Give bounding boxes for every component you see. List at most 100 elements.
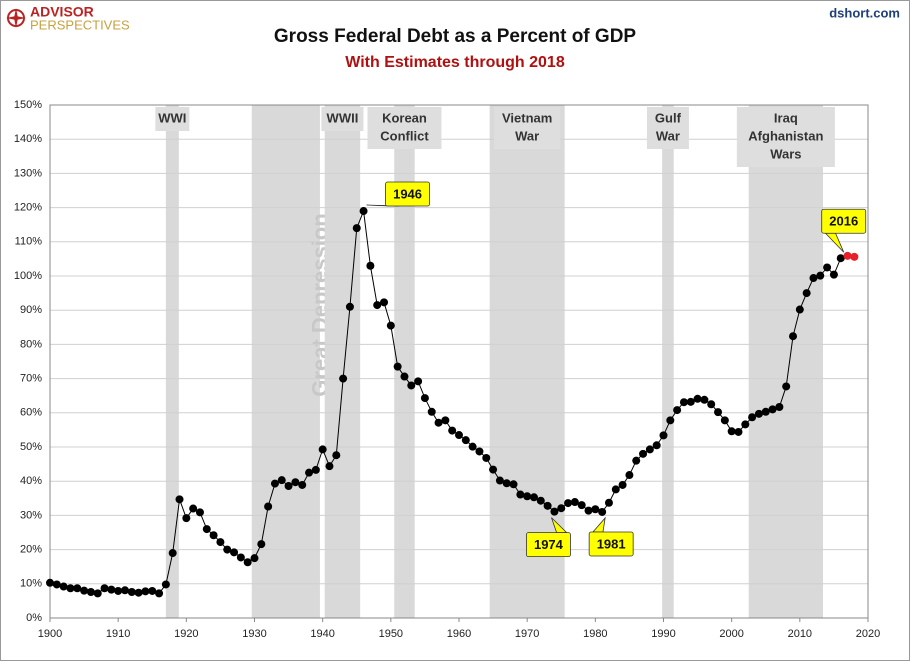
period-label-box (367, 107, 442, 149)
data-point (693, 394, 702, 403)
data-point (516, 490, 525, 499)
data-point (448, 426, 457, 435)
data-point (161, 580, 170, 589)
chart-subtitle: With Estimates through 2018 (345, 54, 565, 71)
data-point (720, 416, 729, 425)
data-point (489, 465, 498, 474)
period-label-box (646, 107, 689, 149)
y-tick-label: 30% (20, 509, 42, 521)
data-point (604, 498, 613, 507)
period-band (324, 105, 361, 618)
data-point (666, 416, 675, 425)
callout-box (821, 208, 867, 234)
data-point (298, 480, 307, 489)
data-point (441, 416, 450, 425)
data-point (502, 479, 511, 488)
callout-label: 2016 (829, 214, 858, 229)
data-point (700, 395, 709, 404)
data-point (277, 476, 286, 485)
data-point (257, 540, 266, 549)
y-tick-label: 90% (20, 304, 42, 316)
callout-box (588, 531, 634, 557)
data-point (325, 462, 334, 471)
logo: ADVISOR PERSPECTIVES (6, 4, 130, 32)
period-label-box (321, 107, 364, 131)
x-tick-label: 1990 (651, 628, 675, 640)
data-point (148, 586, 157, 595)
data-point (529, 493, 538, 502)
data-point (461, 436, 470, 445)
data-point (339, 374, 348, 383)
x-tick-label: 1950 (379, 628, 403, 640)
period-label: Gulf (655, 110, 682, 125)
data-point (475, 447, 484, 456)
data-point (741, 420, 750, 429)
data-point (80, 586, 89, 595)
y-tick-label: 140% (14, 133, 42, 145)
data-point (734, 427, 743, 436)
period-label: WWI (158, 110, 186, 125)
period-label-box (494, 107, 561, 149)
y-tick-label: 70% (20, 373, 42, 385)
data-point (577, 501, 586, 510)
data-point (625, 471, 634, 480)
data-point (645, 445, 654, 454)
data-point (714, 408, 723, 417)
data-point (816, 271, 825, 280)
data-point (420, 394, 429, 403)
data-point (373, 301, 382, 310)
data-point (584, 506, 593, 515)
period-label: Conflict (380, 128, 429, 143)
background-layer: Great Depression0%10%20%30%40%50%60%70%8… (14, 99, 880, 640)
data-point (223, 545, 232, 554)
source: dshort.com (829, 5, 900, 20)
data-point (673, 406, 682, 415)
plot-border (49, 104, 869, 619)
data-point (843, 251, 852, 260)
period-band (165, 105, 179, 618)
data-point (216, 538, 225, 547)
data-point (536, 496, 545, 505)
data-point (639, 449, 648, 458)
data-point (652, 441, 661, 450)
callout-box (385, 181, 430, 207)
y-tick-label: 50% (20, 441, 42, 453)
data-point (386, 321, 395, 330)
data-point (482, 453, 491, 462)
data-point (359, 207, 368, 216)
data-point (264, 502, 273, 511)
data-point (789, 332, 798, 341)
data-point (707, 400, 716, 409)
data-point (509, 480, 518, 489)
callout-label: 1946 (393, 186, 422, 201)
data-point (59, 582, 68, 591)
data-point (168, 549, 177, 558)
data-point (345, 302, 354, 311)
data-point (100, 584, 109, 593)
data-point (775, 402, 784, 411)
data-point (795, 305, 804, 314)
data-point (754, 409, 763, 418)
data-point (768, 405, 777, 414)
data-point (598, 507, 607, 516)
data-point (195, 508, 204, 517)
x-tick-label: 1910 (106, 628, 130, 640)
period-label: Vietnam (502, 110, 552, 125)
chart-title: Gross Federal Debt as a Percent of GDP (274, 26, 637, 47)
data-point (748, 413, 757, 422)
y-tick-label: 100% (14, 270, 42, 282)
data-point (284, 481, 293, 490)
x-tick-label: 1930 (242, 628, 266, 640)
callout-label: 1974 (534, 537, 564, 552)
data-point (611, 485, 620, 494)
callout-label: 1981 (597, 536, 626, 551)
data-point (66, 584, 75, 593)
y-tick-label: 130% (14, 167, 42, 179)
data-point (332, 451, 341, 460)
data-point (175, 495, 184, 504)
data-point (836, 254, 845, 263)
data-point (305, 468, 314, 477)
x-tick-label: 1900 (38, 628, 62, 640)
y-tick-label: 60% (20, 407, 42, 419)
